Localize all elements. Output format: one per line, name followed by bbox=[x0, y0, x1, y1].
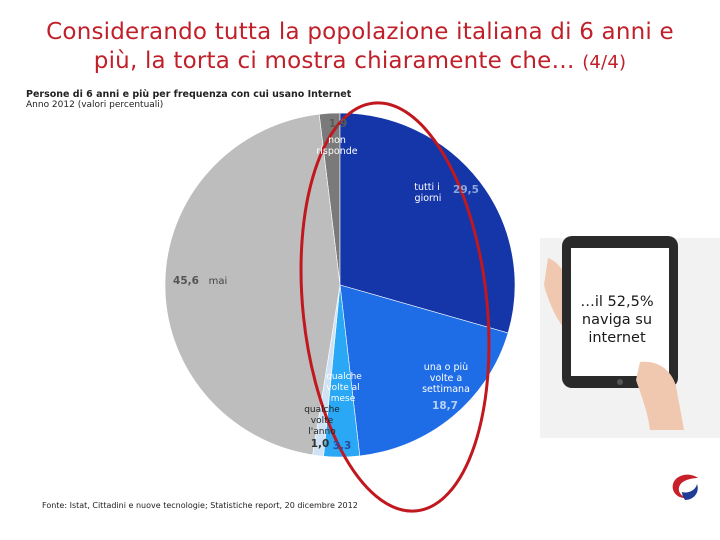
logo-icon bbox=[672, 474, 698, 500]
label-anno-1: qualche bbox=[304, 405, 340, 415]
right-hand bbox=[636, 361, 684, 430]
label-anno-value: 1,0 bbox=[311, 438, 330, 450]
source-note: Fonte: Istat, Cittadini e nuove tecnolog… bbox=[42, 501, 358, 510]
label-tutti-2: giorni bbox=[415, 193, 442, 204]
tablet-illustration bbox=[540, 236, 720, 438]
label-mese-3: mese bbox=[331, 394, 356, 404]
label-tutti-1: tutti i bbox=[414, 182, 440, 193]
label-mai-value: 45,6 bbox=[173, 275, 199, 287]
label-non-risponde-2: risponde bbox=[316, 146, 357, 157]
slice-labels: 1,9 non risponde tutti i giorni 29,5 una… bbox=[173, 118, 479, 452]
label-mese-value: 3,3 bbox=[333, 440, 352, 452]
pie-slice-tutti-i-giorni bbox=[339, 112, 516, 334]
label-settimana-1: una o più bbox=[424, 362, 468, 373]
pie-slice-mai bbox=[164, 113, 341, 456]
label-anno-3: l'anno bbox=[308, 427, 336, 437]
label-mese-2: volte al bbox=[326, 383, 359, 393]
chart-subtitle: Anno 2012 (valori percentuali) bbox=[26, 100, 164, 110]
tablet-home-button bbox=[617, 379, 623, 385]
label-settimana-3: settimana bbox=[422, 384, 470, 395]
callout-line-2: naviga su bbox=[581, 312, 653, 328]
chart-title: Persone di 6 anni e più per frequenza co… bbox=[26, 89, 352, 100]
label-non-risponde-value: 1,9 bbox=[329, 118, 348, 130]
callout-line-3: internet bbox=[588, 330, 646, 346]
highlight-ellipse bbox=[299, 101, 491, 513]
callout-text: …il 52,5% naviga su internet bbox=[573, 293, 661, 347]
tablet-screen bbox=[571, 248, 669, 376]
label-tutti-value: 29,5 bbox=[453, 184, 479, 196]
title-line-1: Considerando tutta la popolazione italia… bbox=[46, 19, 674, 45]
pie-slices bbox=[164, 112, 516, 458]
title-line-2: più, la torta ci mostra chiaramente che…… bbox=[0, 47, 720, 77]
label-mese-1: qualche bbox=[326, 372, 362, 382]
label-non-risponde-1: non bbox=[328, 135, 346, 146]
title-page-indicator: (4/4) bbox=[582, 52, 627, 73]
callout-line-1: …il 52,5% bbox=[580, 294, 654, 310]
pie-slice-una-o-pi-volte-a-settimana bbox=[339, 284, 509, 457]
title-line-2-text: più, la torta ci mostra chiaramente che… bbox=[93, 48, 575, 74]
label-settimana-value: 18,7 bbox=[432, 400, 458, 412]
page-title: Considerando tutta la popolazione italia… bbox=[0, 18, 720, 77]
label-anno-2: volte bbox=[311, 416, 334, 426]
label-mai: mai bbox=[209, 276, 228, 287]
label-settimana-2: volte a bbox=[430, 373, 463, 384]
